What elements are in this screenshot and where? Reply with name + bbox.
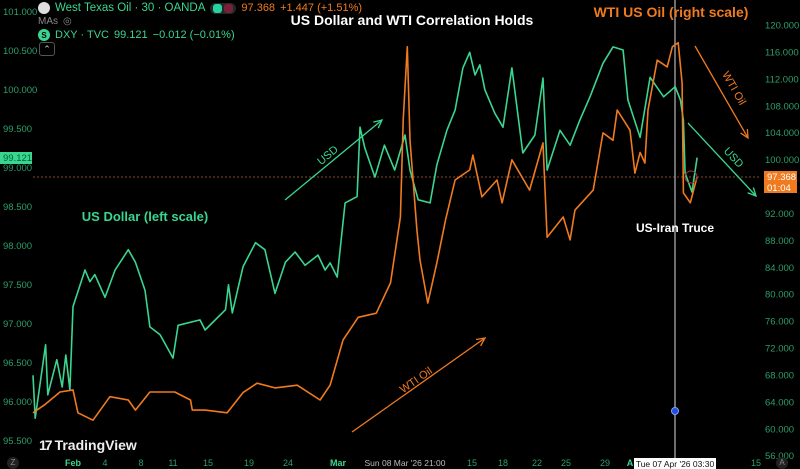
status-dot-icon bbox=[213, 3, 223, 13]
wti-scale-annotation: WTI US Oil (right scale) bbox=[594, 4, 749, 20]
wti-price: 97.368 bbox=[241, 2, 276, 14]
left-axis-tick: 100.000 bbox=[3, 85, 37, 96]
mas-label: MAs bbox=[38, 16, 58, 27]
x-axis-tick: Mar bbox=[330, 458, 347, 468]
dxy-change: −0.012 (−0.01%) bbox=[152, 29, 235, 41]
right-axis-tick: 112.000 bbox=[765, 74, 799, 85]
legend-status-pill[interactable] bbox=[210, 2, 237, 14]
wti-up-arrow bbox=[351, 337, 486, 433]
timezone-button[interactable]: Z bbox=[7, 457, 19, 469]
x-axis-tick: 11 bbox=[168, 458, 177, 468]
collapse-legend-button[interactable]: ⌃ bbox=[39, 42, 55, 56]
usd-down-arrow bbox=[687, 122, 757, 197]
wti-down-arrow bbox=[694, 45, 749, 139]
x-axis-tick: 22 bbox=[532, 458, 542, 468]
left-axis-tick: 98.500 bbox=[3, 202, 32, 213]
wti-down-arrow-head bbox=[740, 128, 749, 140]
right-axis-tick: 104.000 bbox=[765, 128, 799, 139]
tradingview-name: TradingView bbox=[54, 437, 137, 453]
left-axis-tick: 98.000 bbox=[3, 241, 32, 252]
wti-legend[interactable]: West Texas Oil · 30 · OANDA 97.368 +1.44… bbox=[38, 2, 362, 14]
right-axis-tick: 76.000 bbox=[765, 317, 794, 328]
usd-price-label-bg bbox=[0, 152, 32, 164]
right-axis-tick: 80.000 bbox=[765, 290, 794, 301]
chart-title: US Dollar and WTI Correlation Holds bbox=[291, 12, 534, 28]
dxy-symbol[interactable]: DXY · TVC bbox=[55, 29, 109, 41]
crosshair-point-marker bbox=[671, 407, 679, 415]
flag-icon bbox=[224, 3, 234, 13]
dollar-icon: S bbox=[38, 29, 50, 41]
wti-up-label: WTI Oil bbox=[398, 365, 435, 396]
x-axis-tick: 24 bbox=[283, 458, 293, 468]
right-axis-tick: 108.000 bbox=[765, 101, 799, 112]
left-axis-tick: 97.000 bbox=[3, 319, 32, 330]
x-axis-tick: 18 bbox=[498, 458, 508, 468]
left-axis-tick: 99.000 bbox=[3, 163, 32, 174]
right-axis-tick: 116.000 bbox=[765, 47, 799, 58]
usd-scale-annotation: US Dollar (left scale) bbox=[82, 209, 208, 224]
usd-down-arrow-head bbox=[747, 187, 758, 198]
left-axis-tick: 96.000 bbox=[3, 397, 32, 408]
right-axis-tick: 56.000 bbox=[765, 451, 794, 462]
x-axis-tick: 15 bbox=[751, 458, 761, 468]
usd-up-arrow-head bbox=[373, 119, 384, 129]
dxy-price: 99.121 bbox=[114, 29, 148, 41]
wti-down-label: WTI Oil bbox=[719, 70, 748, 108]
bar-countdown-label: 01:04 bbox=[767, 183, 791, 194]
left-axis-tick: 95.500 bbox=[3, 436, 32, 447]
mas-legend[interactable]: MAs ◎ bbox=[38, 16, 72, 27]
x-axis-tick: 15 bbox=[203, 458, 213, 468]
tradingview-mark-icon: 17 bbox=[39, 437, 53, 453]
left-axis-tick: 97.500 bbox=[3, 280, 32, 291]
x-axis-tick: 25 bbox=[561, 458, 571, 468]
right-axis-tick: 60.000 bbox=[765, 424, 794, 435]
x-axis-tick: Feb bbox=[65, 458, 82, 468]
auto-scale-button[interactable]: A bbox=[776, 457, 788, 469]
oil-drop-icon bbox=[38, 2, 50, 14]
right-axis-tick: 84.000 bbox=[765, 263, 794, 274]
event-annotation: US-Iran Truce bbox=[636, 221, 714, 235]
crosshair-date-label: Tue 07 Apr '26 03:30 bbox=[636, 459, 715, 469]
wti-series-line bbox=[32, 41, 698, 422]
left-axis-tick: 101.000 bbox=[3, 7, 37, 18]
wti-price-label: 97.368 bbox=[767, 172, 796, 183]
x-axis-tick: 19 bbox=[244, 458, 254, 468]
wti-symbol[interactable]: West Texas Oil · 30 · OANDA bbox=[55, 2, 206, 14]
x-axis-tick: A bbox=[627, 458, 634, 468]
left-axis-tick: 100.500 bbox=[3, 46, 37, 57]
x-axis-tick: 4 bbox=[102, 458, 107, 468]
wti-up-arrow-head bbox=[476, 337, 487, 347]
x-axis-tick: 15 bbox=[467, 458, 477, 468]
left-axis-tick: 96.500 bbox=[3, 358, 32, 369]
right-axis-tick: 120.000 bbox=[765, 21, 799, 32]
right-axis-tick: 72.000 bbox=[765, 344, 794, 355]
dxy-legend[interactable]: S DXY · TVC 99.121 −0.012 (−0.01%) bbox=[38, 29, 235, 41]
right-axis-tick: 64.000 bbox=[765, 397, 794, 408]
usd-price-label: 99.121 bbox=[3, 153, 32, 164]
usd-down-label: USD bbox=[721, 145, 746, 170]
eye-hidden-icon[interactable]: ◎ bbox=[63, 16, 72, 27]
x-axis-tick: Sun 08 Mar '26 21:00 bbox=[364, 458, 445, 468]
x-axis-tick: 29 bbox=[600, 458, 610, 468]
right-axis-tick: 100.000 bbox=[765, 155, 799, 166]
usd-series-line bbox=[32, 46, 698, 420]
last-price-marker bbox=[684, 170, 698, 184]
wti-price-label-bg bbox=[764, 171, 797, 193]
right-axis-tick: 92.000 bbox=[765, 209, 794, 220]
tradingview-logo: 17 TradingView bbox=[39, 437, 137, 453]
right-axis-tick: 68.000 bbox=[765, 370, 794, 381]
x-axis-tick: 8 bbox=[138, 458, 143, 468]
left-axis-tick: 99.500 bbox=[3, 124, 32, 135]
right-axis-tick: 88.000 bbox=[765, 236, 794, 247]
crosshair-date-label-bg bbox=[634, 458, 716, 469]
wti-change: +1.447 (+1.51%) bbox=[280, 2, 363, 14]
usd-up-arrow bbox=[284, 119, 383, 201]
